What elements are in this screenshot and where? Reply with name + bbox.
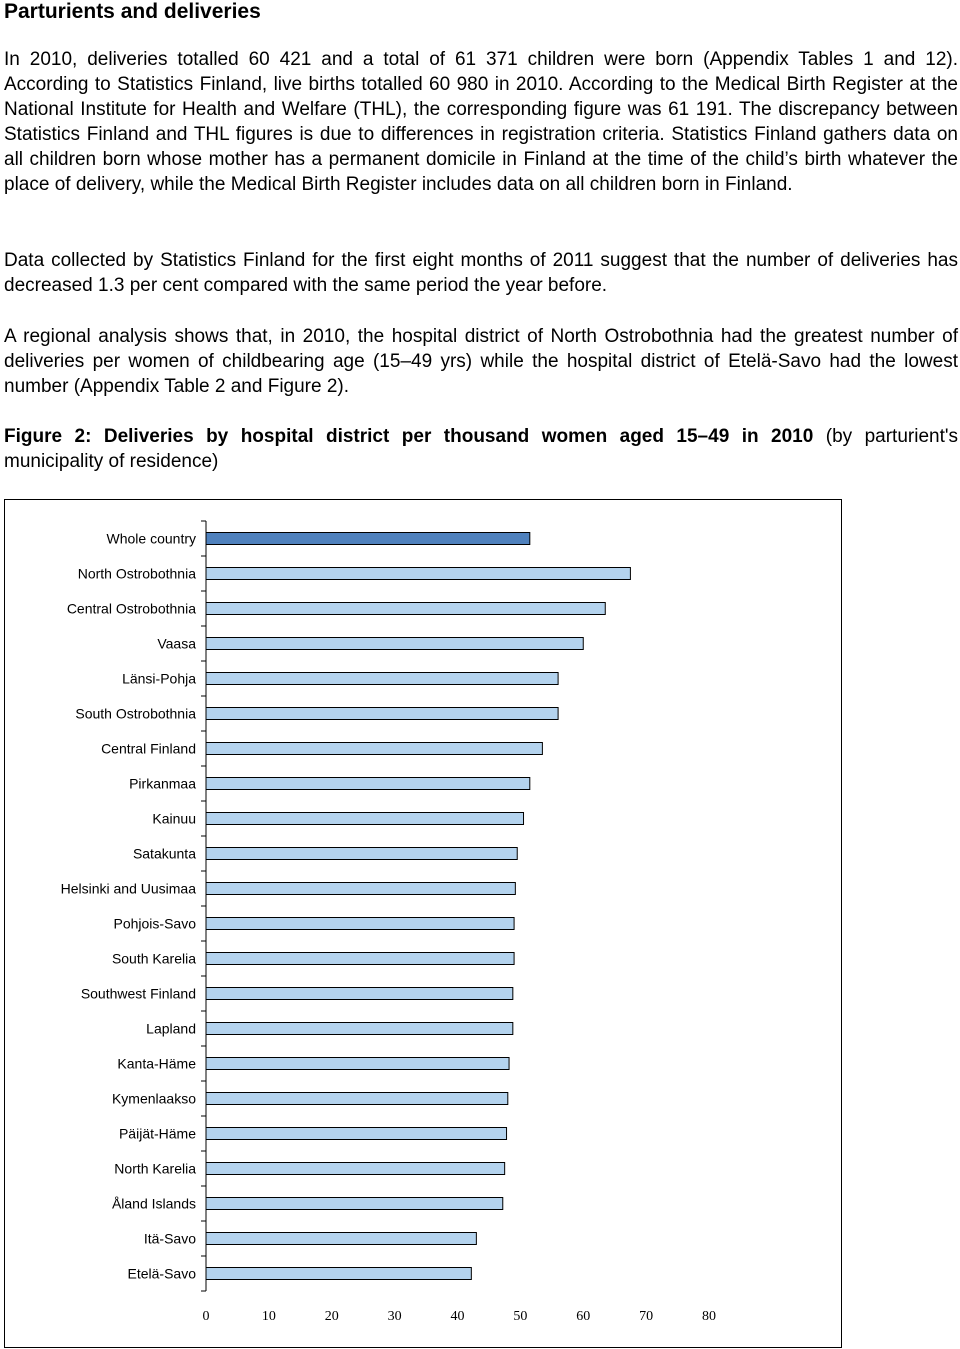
bar-kainuu bbox=[205, 812, 525, 825]
x-tick-label: 60 bbox=[576, 1309, 590, 1324]
bar-central-finland bbox=[205, 742, 543, 755]
category-label: Whole country bbox=[107, 531, 196, 547]
bar-whole-country bbox=[205, 532, 531, 545]
category-label: Vaasa bbox=[157, 636, 196, 652]
category-label: North Karelia bbox=[114, 1161, 196, 1177]
category-label: North Ostrobothnia bbox=[78, 566, 196, 582]
figure-caption: Figure 2: Deliveries by hospital distric… bbox=[4, 424, 958, 474]
category-label: Southwest Finland bbox=[81, 986, 196, 1002]
x-tick-label: 10 bbox=[262, 1309, 276, 1324]
bar-pohjois-savo bbox=[205, 917, 515, 930]
bar-l-nsi-pohja bbox=[205, 672, 559, 685]
bar-south-ostrobothnia bbox=[205, 707, 559, 720]
bar-north-ostrobothnia bbox=[205, 567, 631, 580]
x-tick-label: 30 bbox=[388, 1309, 402, 1324]
category-label: Central Ostrobothnia bbox=[67, 601, 196, 617]
bar-helsinki-and-uusimaa bbox=[205, 882, 516, 895]
bar-it-savo bbox=[205, 1232, 477, 1245]
x-tick-label: 20 bbox=[325, 1309, 339, 1324]
paragraph-2011-trend: Data collected by Statistics Finland for… bbox=[4, 250, 958, 296]
bar-vaasa bbox=[205, 637, 584, 650]
bar-kanta-h-me bbox=[205, 1057, 510, 1070]
bar-south-karelia bbox=[205, 952, 515, 965]
bar--land-islands bbox=[205, 1197, 504, 1210]
category-label: Åland Islands bbox=[112, 1196, 196, 1212]
category-label: Central Finland bbox=[101, 741, 196, 757]
figure-caption-note: (by parturient's municipality of residen… bbox=[4, 426, 958, 472]
chart-frame: Whole country North Ostrobothnia Central O… bbox=[4, 499, 842, 1348]
category-label: Itä-Savo bbox=[144, 1231, 196, 1247]
category-label: Lapland bbox=[146, 1021, 196, 1037]
bar-southwest-finland bbox=[205, 987, 514, 1000]
bar-satakunta bbox=[205, 847, 518, 860]
x-tick-label: 50 bbox=[513, 1309, 527, 1324]
category-label: Pohjois-Savo bbox=[114, 916, 197, 932]
figure-caption-title: Figure 2: Deliveries by hospital distric… bbox=[4, 426, 814, 447]
category-label: Kanta-Häme bbox=[117, 1056, 196, 1072]
category-label: Kymenlaakso bbox=[112, 1091, 196, 1107]
category-label: Päijät-Häme bbox=[119, 1126, 196, 1142]
category-label: Helsinki and Uusimaa bbox=[61, 881, 197, 897]
category-label: Länsi-Pohja bbox=[122, 671, 196, 687]
category-label: Etelä-Savo bbox=[128, 1266, 197, 1282]
bar-lapland bbox=[205, 1022, 514, 1035]
bar-pirkanmaa bbox=[205, 777, 531, 790]
bar-north-karelia bbox=[205, 1162, 506, 1175]
bar-etel-savo bbox=[205, 1267, 472, 1280]
category-label: South Ostrobothnia bbox=[75, 706, 196, 722]
x-tick-label: 70 bbox=[639, 1309, 653, 1324]
bar-chart: Whole country North Ostrobothnia Central O… bbox=[61, 520, 716, 1324]
category-label: South Karelia bbox=[112, 951, 196, 967]
category-label: Pirkanmaa bbox=[129, 776, 196, 792]
paragraph-regional-analysis: A regional analysis shows that, in 2010,… bbox=[4, 326, 958, 397]
paragraph-deliveries-totals: In 2010, deliveries totalled 60 421 and … bbox=[4, 49, 958, 195]
x-tick-label: 0 bbox=[203, 1309, 210, 1324]
bar-central-ostrobothnia bbox=[205, 602, 606, 615]
x-tick-label: 80 bbox=[702, 1309, 716, 1324]
document-heading: Parturients and deliveries bbox=[4, 0, 261, 23]
bar-p-ij-t-h-me bbox=[205, 1127, 508, 1140]
category-label: Satakunta bbox=[133, 846, 196, 862]
category-label: Kainuu bbox=[152, 811, 196, 827]
x-tick-label: 40 bbox=[451, 1309, 465, 1324]
bar-kymenlaakso bbox=[205, 1092, 509, 1105]
